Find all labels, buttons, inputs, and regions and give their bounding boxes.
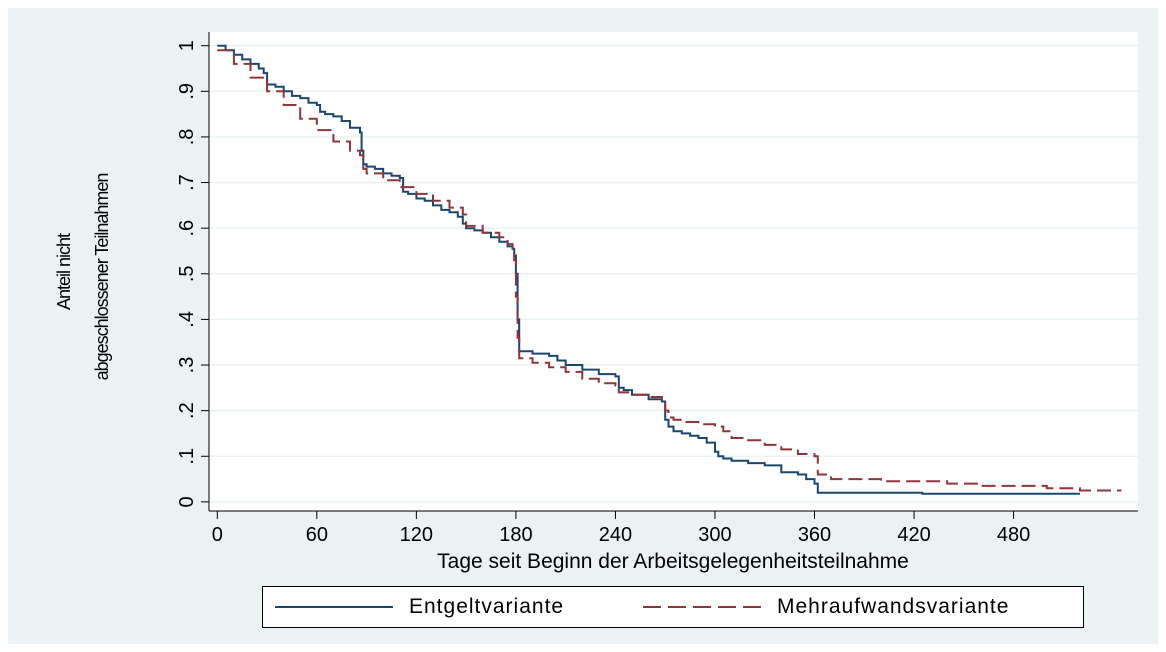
x-tick-label: 180 bbox=[499, 524, 532, 546]
legend: Entgeltvariante Mehraufwandsvariante bbox=[262, 586, 1084, 628]
y-tick-label: 1 bbox=[176, 40, 198, 51]
ticks: 0 .1 .2 .3 .4 .5 .6 .7 .8 .9 1 0 60 120 180 240 300 360 42… bbox=[176, 40, 1030, 546]
x-tick-label: 240 bbox=[599, 524, 632, 546]
axes bbox=[208, 32, 1138, 512]
legend-label-entgelt: Entgeltvariante bbox=[409, 595, 565, 618]
y-tick-label: 0 bbox=[176, 496, 198, 507]
x-tick-label: 300 bbox=[698, 524, 731, 546]
legend-label-mehraufwand: Mehraufwandsvariante bbox=[777, 595, 1010, 618]
x-axis-title: Tage seit Beginn der Arbeitsgelegenheits… bbox=[437, 550, 909, 573]
y-axis-title-line-2: abgeschlossener Teilnahmen bbox=[92, 174, 112, 381]
x-tick-label: 480 bbox=[997, 524, 1030, 546]
legend-swatch-mehraufwand bbox=[643, 606, 761, 608]
x-tick-label: 120 bbox=[400, 524, 433, 546]
y-tick-label: .4 bbox=[176, 311, 198, 328]
plot-area bbox=[209, 32, 1138, 511]
y-tick-label: .1 bbox=[176, 448, 198, 465]
grid-lines bbox=[210, 44, 1138, 503]
series-line-mehraufwandsvariante bbox=[217, 49, 1122, 492]
y-tick-label: .5 bbox=[176, 265, 198, 282]
x-tick-label: 0 bbox=[212, 524, 223, 546]
legend-swatch-entgelt bbox=[275, 606, 393, 608]
y-tick-label: .3 bbox=[176, 357, 198, 374]
y-tick-label: .9 bbox=[176, 83, 198, 100]
x-tick-label: 420 bbox=[897, 524, 930, 546]
legend-item-mehraufwand: Mehraufwandsvariante bbox=[643, 587, 1009, 627]
y-axis-title-line-1: Anteil nicht bbox=[54, 233, 74, 310]
series bbox=[217, 44, 1122, 495]
y-tick-label: .8 bbox=[176, 129, 198, 146]
x-tick-label: 360 bbox=[798, 524, 831, 546]
y-tick-label: .6 bbox=[176, 220, 198, 237]
x-tick-label: 60 bbox=[306, 524, 328, 546]
y-tick-label: .7 bbox=[176, 174, 198, 191]
y-tick-label: .2 bbox=[176, 402, 198, 419]
legend-item-entgelt: Entgeltvariante bbox=[275, 587, 564, 627]
